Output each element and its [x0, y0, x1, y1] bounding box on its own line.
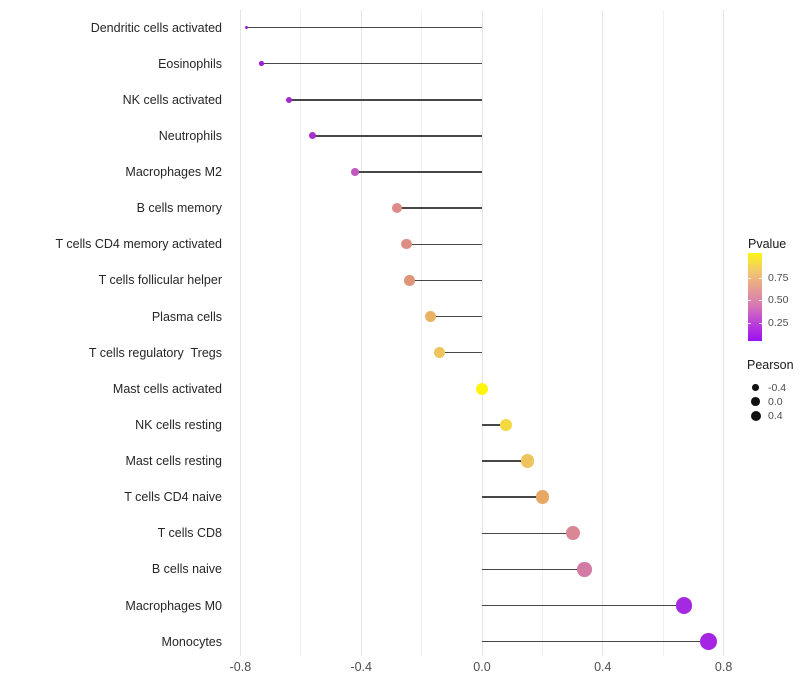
pvalue-tick-label: 0.25: [768, 316, 789, 329]
gridline-minor: [421, 10, 423, 656]
gridline-major: [481, 10, 483, 656]
pvalue-legend-title: Pvalue: [748, 237, 787, 251]
data-point: [520, 454, 534, 468]
gridline-major: [602, 10, 604, 656]
y-axis-label: B cells memory: [136, 201, 222, 216]
data-point: [244, 25, 249, 30]
y-axis-label: Macrophages M2: [125, 165, 222, 180]
x-axis-tick-label: -0.4: [350, 660, 372, 674]
data-point: [309, 132, 317, 140]
lollipop-segment: [288, 99, 482, 101]
lollipop-segment: [409, 279, 482, 282]
lollipop-segment: [261, 62, 482, 65]
data-point: [676, 597, 693, 614]
lollipop-segment: [482, 604, 685, 607]
lollipop-segment: [439, 351, 482, 354]
gridline-major: [723, 10, 725, 656]
data-point: [499, 418, 513, 432]
data-point: [404, 275, 415, 286]
lollipop-segment: [482, 640, 709, 643]
y-axis-label: Mast cells resting: [125, 454, 222, 469]
lollipop-segment: [355, 171, 482, 173]
x-axis-tick-label: 0.4: [594, 660, 612, 674]
pvalue-colorbar-tick: [748, 277, 751, 279]
data-point: [535, 490, 550, 504]
gridline-major: [239, 10, 241, 656]
y-axis-label: T cells regulatory Tregs: [88, 345, 222, 360]
data-point: [577, 562, 592, 577]
lollipop-segment: [482, 568, 585, 571]
pvalue-tick-label: 0.75: [768, 271, 789, 284]
y-axis-label: T cells CD4 memory activated: [55, 237, 223, 252]
data-point: [565, 526, 580, 541]
pearson-legend-dot: [751, 397, 761, 407]
pearson-legend-title: Pearson: [747, 358, 794, 372]
lollipop-segment: [406, 243, 482, 246]
lollipop-segment: [430, 315, 482, 318]
y-axis-label: NK cells resting: [135, 417, 222, 432]
data-point: [259, 61, 264, 66]
y-axis-label: T cells CD8: [157, 526, 222, 541]
y-axis-label: B cells naive: [151, 562, 222, 577]
y-axis-label: Dendritic cells activated: [90, 20, 222, 35]
pvalue-colorbar-tick: [748, 322, 751, 324]
y-axis-label: Eosinophils: [158, 56, 222, 71]
data-point: [392, 203, 403, 214]
lollipop-segment: [482, 496, 543, 498]
lollipop-segment: [482, 460, 528, 462]
lollipop-segment: [482, 532, 573, 535]
pvalue-colorbar: [748, 253, 762, 341]
data-point: [475, 382, 489, 395]
y-axis-label: T cells CD4 naive: [124, 490, 222, 505]
gridline-minor: [300, 10, 302, 656]
lollipop-segment: [312, 135, 482, 137]
pearson-legend-dot: [750, 410, 761, 421]
data-point: [285, 96, 292, 103]
y-axis-label: Mast cells activated: [112, 381, 222, 396]
y-axis-label: T cells follicular helper: [98, 273, 222, 288]
pearson-legend-dot: [752, 384, 760, 392]
data-point: [425, 311, 437, 322]
x-axis-tick-label: -0.8: [229, 660, 252, 674]
x-axis-tick-label: 0.8: [714, 660, 733, 674]
data-point: [350, 167, 360, 177]
y-axis-label: Plasma cells: [151, 309, 222, 324]
pvalue-colorbar-tick: [759, 277, 762, 279]
gridline-minor: [662, 10, 664, 656]
data-point: [434, 347, 446, 359]
gridline-minor: [541, 10, 543, 656]
data-point: [401, 239, 412, 250]
pearson-legend-label: 0.0: [768, 395, 783, 408]
pvalue-colorbar-tick: [748, 300, 751, 301]
y-axis-label: Neutrophils: [158, 128, 222, 143]
pearson-legend-label: -0.4: [768, 381, 787, 394]
pvalue-colorbar-tick: [759, 322, 762, 324]
pvalue-tick-label: 0.50: [768, 294, 789, 306]
data-point: [700, 633, 717, 651]
y-axis-label: Macrophages M0: [125, 598, 222, 613]
gridline-major: [360, 10, 362, 656]
pvalue-colorbar-tick: [759, 300, 762, 301]
lollipop-segment: [246, 26, 482, 29]
y-axis-label: Monocytes: [161, 634, 222, 649]
x-axis-tick-label: 0.0: [473, 660, 491, 674]
lollipop-segment: [482, 424, 507, 426]
y-axis-label: NK cells activated: [122, 92, 222, 107]
pearson-legend-label: 0.4: [768, 409, 783, 422]
lollipop-segment: [397, 207, 482, 209]
